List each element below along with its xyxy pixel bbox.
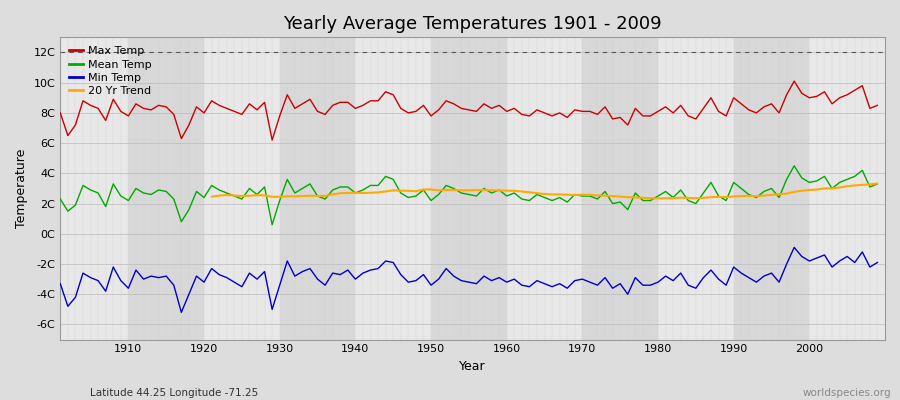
Bar [507, 37, 582, 340]
Title: Yearly Average Temperatures 1901 - 2009: Yearly Average Temperatures 1901 - 2009 [284, 15, 662, 33]
Bar [431, 37, 507, 340]
Text: worldspecies.org: worldspecies.org [803, 388, 891, 398]
Bar [204, 37, 280, 340]
Bar [129, 37, 204, 340]
Bar [734, 37, 809, 340]
X-axis label: Year: Year [459, 360, 486, 373]
Bar [356, 37, 431, 340]
Bar [809, 37, 885, 340]
Bar [60, 37, 129, 340]
Bar [582, 37, 658, 340]
Y-axis label: Temperature: Temperature [15, 149, 28, 228]
Bar [658, 37, 734, 340]
Bar [280, 37, 356, 340]
Text: Latitude 44.25 Longitude -71.25: Latitude 44.25 Longitude -71.25 [90, 388, 258, 398]
Legend: Max Temp, Mean Temp, Min Temp, 20 Yr Trend: Max Temp, Mean Temp, Min Temp, 20 Yr Tre… [66, 43, 155, 100]
